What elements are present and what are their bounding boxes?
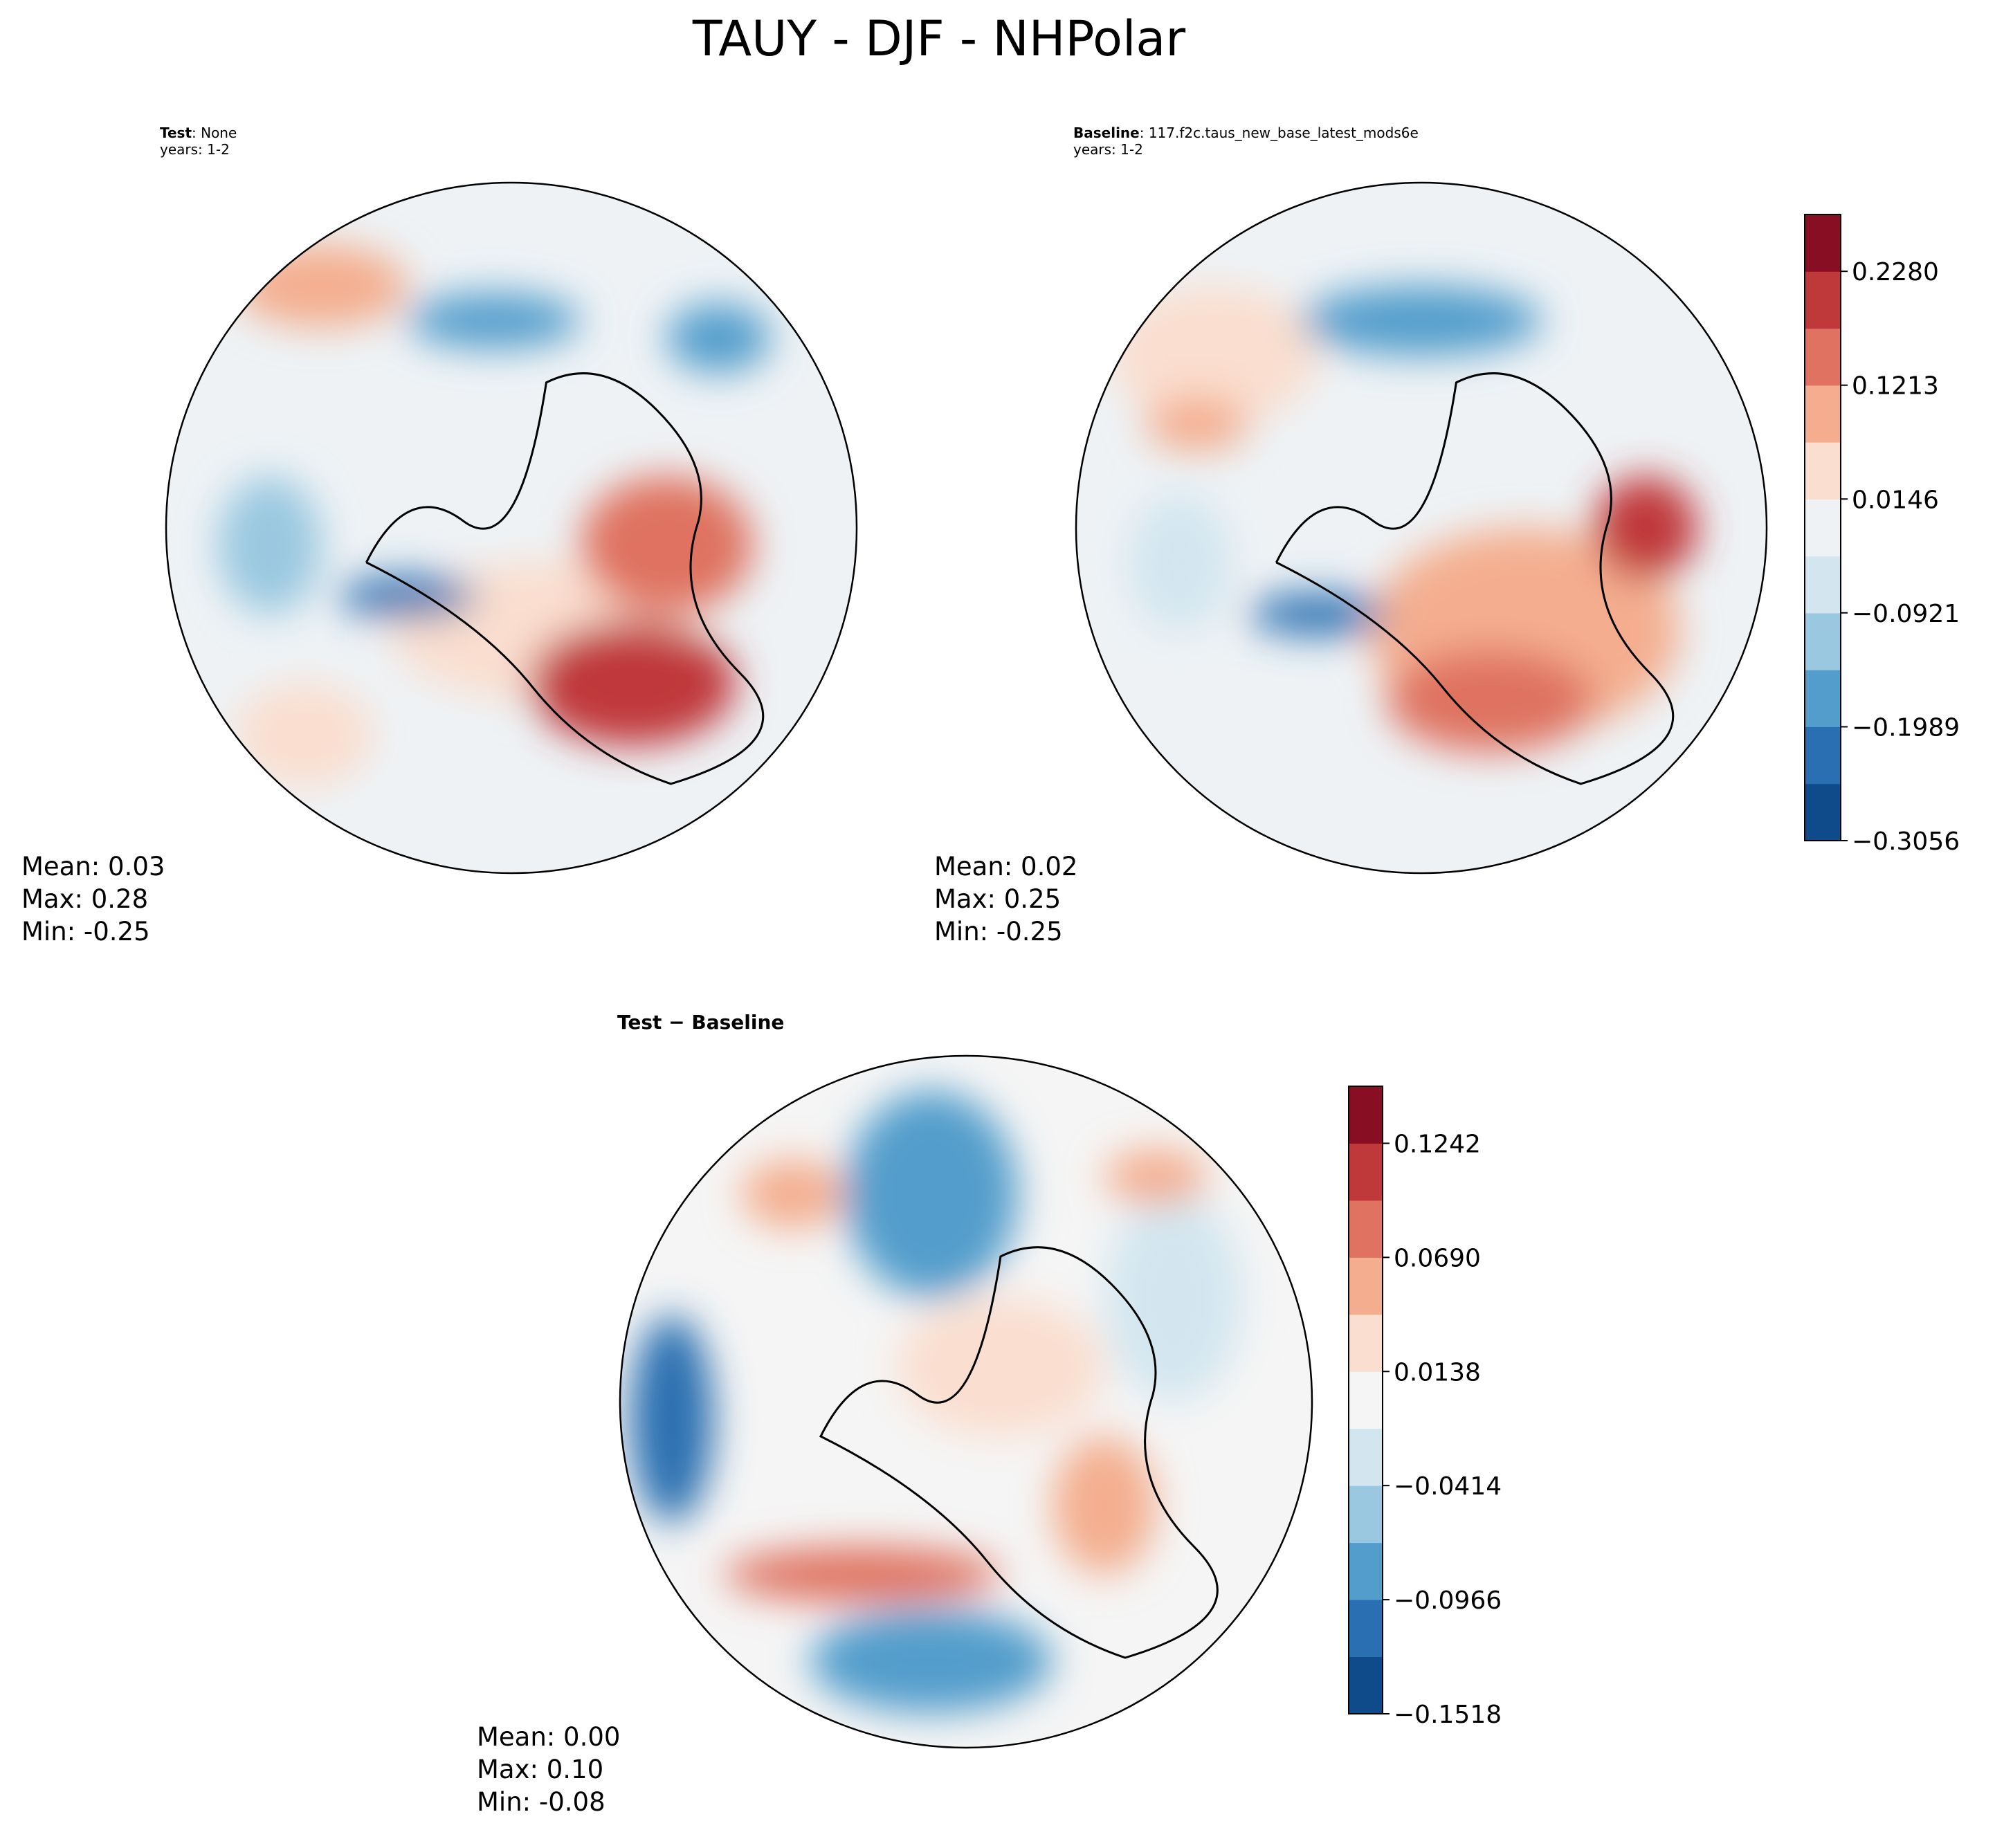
map-field (1076, 183, 1767, 873)
panel-case: : 117.f2c.taus_new_base_latest_mods6e (1140, 125, 1419, 141)
colorbar-tick-label: 0.0146 (1852, 486, 1939, 514)
colorbar-band (1805, 328, 1841, 386)
field-blob (810, 1609, 1053, 1713)
field-blobs (217, 244, 771, 787)
colorbar-tick-label: 0.0138 (1394, 1358, 1481, 1387)
field-blob (666, 303, 771, 373)
colorbar-band (1349, 1485, 1383, 1544)
field-blob (1300, 286, 1542, 356)
field-blobs (630, 1090, 1243, 1713)
colorbar-band (1805, 783, 1841, 841)
colorbar-band (1805, 271, 1841, 329)
colorbar-tick-label: −0.0414 (1394, 1472, 1502, 1501)
coastline (819, 1246, 1219, 1659)
colorbar-band (1349, 1542, 1383, 1600)
panel-stat: Min: -0.25 (21, 917, 150, 946)
field-blob (338, 576, 477, 618)
colorbar-band (1805, 726, 1841, 785)
field-blob (217, 476, 322, 614)
field-blob (1594, 476, 1698, 580)
panel-label: Test − Baseline (617, 1011, 784, 1034)
map-boundary (619, 1054, 1313, 1749)
colorbar-band (1349, 1143, 1383, 1201)
panel-stat: Mean: 0.00 (477, 1722, 620, 1752)
panel-years: years: 1-2 (160, 141, 230, 158)
colorbar-tick-label: 0.0690 (1394, 1244, 1481, 1272)
field-blob (580, 476, 754, 614)
field-blob (528, 621, 736, 746)
field-blob (845, 1090, 1018, 1298)
field-blob (1387, 648, 1594, 753)
panel-stat: Min: -0.08 (477, 1787, 605, 1817)
panel-stat: Max: 0.28 (21, 884, 148, 914)
colorbar-band (1349, 1428, 1383, 1486)
colorbar-tick-label: −0.0966 (1394, 1586, 1502, 1615)
colorbar-tick-label: 0.1242 (1394, 1130, 1481, 1158)
colorbar-band (1349, 1257, 1383, 1315)
colorbar-frame (1348, 1086, 1383, 1714)
field-blob (235, 683, 374, 787)
field-blob (1110, 286, 1318, 425)
panel-years: years: 1-2 (1073, 141, 1143, 158)
field-blob (1053, 1436, 1156, 1575)
colorbar-tick-label: −0.3056 (1852, 827, 1960, 856)
colorbar-band (1349, 1314, 1383, 1372)
map-boundary (165, 181, 858, 875)
figure-title: TAUY - DJF - NHPolar (692, 10, 1185, 67)
colorbar-band (1805, 556, 1841, 614)
field-blob (408, 293, 581, 349)
panel-stat: Mean: 0.02 (934, 852, 1077, 881)
coastline (1275, 372, 1675, 785)
colorbar-tick-label: 0.1213 (1852, 372, 1939, 401)
colorbar-band (1349, 1086, 1383, 1144)
colorbar-tick-label: 0.2280 (1852, 258, 1939, 286)
panel-stat: Max: 0.25 (934, 884, 1061, 914)
map-field (166, 183, 857, 873)
colorbar-band (1349, 1656, 1383, 1714)
colorbar-tick-label: −0.0921 (1852, 600, 1960, 628)
colorbar-band (1805, 442, 1841, 500)
field-blob (1145, 396, 1249, 452)
panel-header: Baseline: 117.f2c.taus_new_base_latest_m… (1073, 125, 1419, 141)
colorbar-band (1349, 1371, 1383, 1429)
field-blob (724, 1547, 1001, 1602)
colorbar-band (1805, 670, 1841, 727)
field-blob (897, 1298, 1104, 1436)
colorbar-band (1349, 1600, 1383, 1658)
map-boundary (1075, 181, 1768, 875)
field-blob (630, 1315, 713, 1523)
panel-stat: Min: -0.25 (934, 917, 1063, 946)
panel-stat: Mean: 0.03 (21, 852, 165, 881)
field-blob (1104, 1149, 1208, 1205)
field-blob (741, 1160, 845, 1229)
colorbar-frame (1804, 214, 1841, 841)
coastline (365, 372, 765, 785)
field-blob (1248, 593, 1387, 635)
panel-header: Test: None (160, 125, 237, 141)
map-field (620, 1056, 1312, 1748)
colorbar-band (1349, 1200, 1383, 1258)
field-blob (235, 244, 408, 328)
colorbar-tick-label: −0.1989 (1852, 713, 1960, 742)
colorbar-band (1805, 612, 1841, 670)
field-blobs (1110, 286, 1698, 753)
field-blob (1104, 1194, 1243, 1402)
panel-label: Test (160, 125, 192, 141)
colorbar-band (1805, 214, 1841, 272)
colorbar-band (1805, 385, 1841, 443)
field-blob (1127, 493, 1232, 632)
panel-case: : None (192, 125, 237, 141)
colorbar-tick-label: −0.1518 (1394, 1701, 1502, 1729)
colorbar-band (1805, 499, 1841, 557)
panel-label: Baseline (1073, 125, 1140, 141)
panel-stat: Max: 0.10 (477, 1755, 603, 1784)
